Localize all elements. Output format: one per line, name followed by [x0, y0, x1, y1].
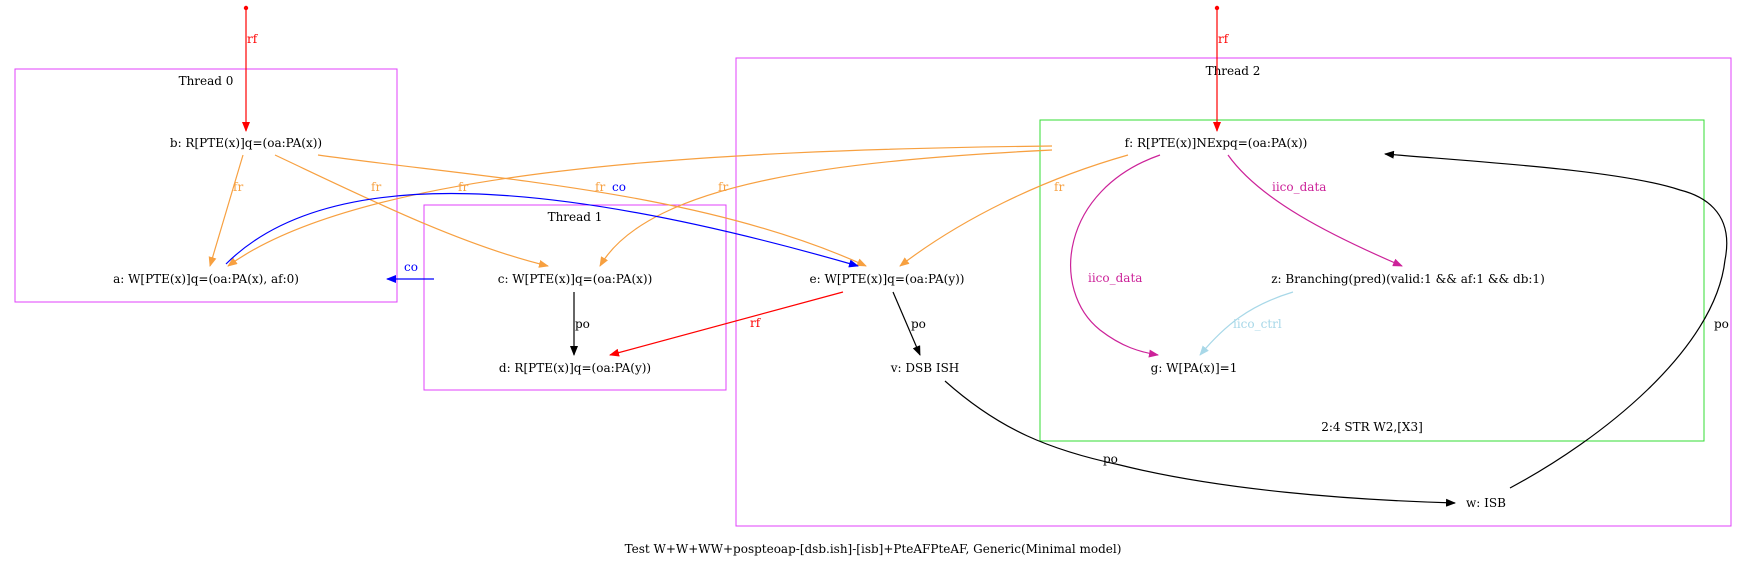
node-v: v: DSB ISH: [890, 361, 960, 375]
node-a: a: W[PTE(x)]q=(oa:PA(x), af:0): [113, 272, 299, 286]
edge-po-c-d: po: [570, 292, 590, 356]
edge-iico-ctrl-z-g: iico_ctrl: [1199, 291, 1294, 356]
edge-label-fr: fr: [233, 180, 243, 194]
diagram-caption: Test W+W+WW+pospteoap-[dsb.ish]-[isb]+Pt…: [625, 542, 1122, 556]
node-c: c: W[PTE(x)]q=(oa:PA(x)): [498, 272, 653, 286]
edge-label-po: po: [911, 317, 926, 331]
cluster-thread-0: Thread 0: [14, 68, 398, 303]
edge-rf-e-d: rf: [609, 291, 844, 357]
thread-0-title: Thread 0: [179, 74, 234, 88]
edge-label-rf: rf: [1218, 32, 1230, 46]
thread-2-title: Thread 2: [1206, 64, 1261, 78]
edge-label-fr: fr: [718, 180, 728, 194]
node-w: w: ISB: [1466, 496, 1506, 510]
edge-fr-f-c: fr: [599, 149, 1053, 267]
instruction-title: 2:4 STR W2,[X3]: [1321, 420, 1423, 434]
edge-label-fr: fr: [371, 180, 381, 194]
edge-rf-init-f: rf: [1213, 5, 1230, 132]
edge-fr-f-e: fr: [899, 154, 1129, 267]
edge-label-rf: rf: [750, 316, 762, 330]
edge-po-e-v: po: [892, 291, 926, 356]
cluster-instruction: 2:4 STR W2,[X3]: [1039, 119, 1705, 442]
cluster-thread-1: Thread 1: [423, 204, 727, 391]
thread-1-title: Thread 1: [548, 210, 603, 224]
edge-fr-b-e: fr: [317, 154, 867, 267]
node-b: b: R[PTE(x)]q=(oa:PA(x)): [170, 136, 322, 150]
edge-label-iico-ctrl: iico_ctrl: [1233, 317, 1282, 331]
edge-iico-data-f-g: iico_data: [1070, 154, 1161, 358]
edge-label-iico-data: iico_data: [1272, 180, 1326, 194]
edge-label-co: co: [404, 260, 418, 274]
edge-fr-b-a: fr: [208, 154, 244, 267]
edge-co-c-a: co: [386, 260, 434, 283]
edge-label-co: co: [612, 180, 626, 194]
node-z: z: Branching(pred)(valid:1 && af:1 && db…: [1271, 272, 1545, 286]
edge-fr-f-a: fr: [227, 145, 1053, 267]
edge-co-a-e: co: [225, 180, 859, 268]
edge-po-v-w: po: [944, 380, 1456, 507]
edge-label-fr: fr: [458, 180, 468, 194]
node-f: f: R[PTE(x)]NExpq=(oa:PA(x)): [1125, 136, 1308, 150]
edge-label-rf: rf: [247, 32, 259, 46]
node-g: g: W[PA(x)]=1: [1151, 361, 1238, 375]
edge-fr-b-c: fr: [274, 154, 549, 268]
edge-label-fr: fr: [1054, 180, 1064, 194]
node-d: d: R[PTE(x)]q=(oa:PA(y)): [499, 361, 651, 375]
edge-label-po: po: [575, 317, 590, 331]
edge-po-w-f: po: [1384, 150, 1729, 489]
edge-label-po: po: [1103, 452, 1118, 466]
edge-label-iico-data: iico_data: [1088, 271, 1142, 285]
cluster-thread-2: Thread 2: [735, 57, 1732, 527]
node-e: e: W[PTE(x)]q=(oa:PA(y)): [810, 272, 965, 286]
edge-label-po: po: [1714, 317, 1729, 331]
edge-iico-data-f-z: iico_data: [1227, 154, 1403, 267]
edge-rf-init-b: rf: [242, 5, 259, 132]
edge-label-fr: fr: [595, 180, 605, 194]
